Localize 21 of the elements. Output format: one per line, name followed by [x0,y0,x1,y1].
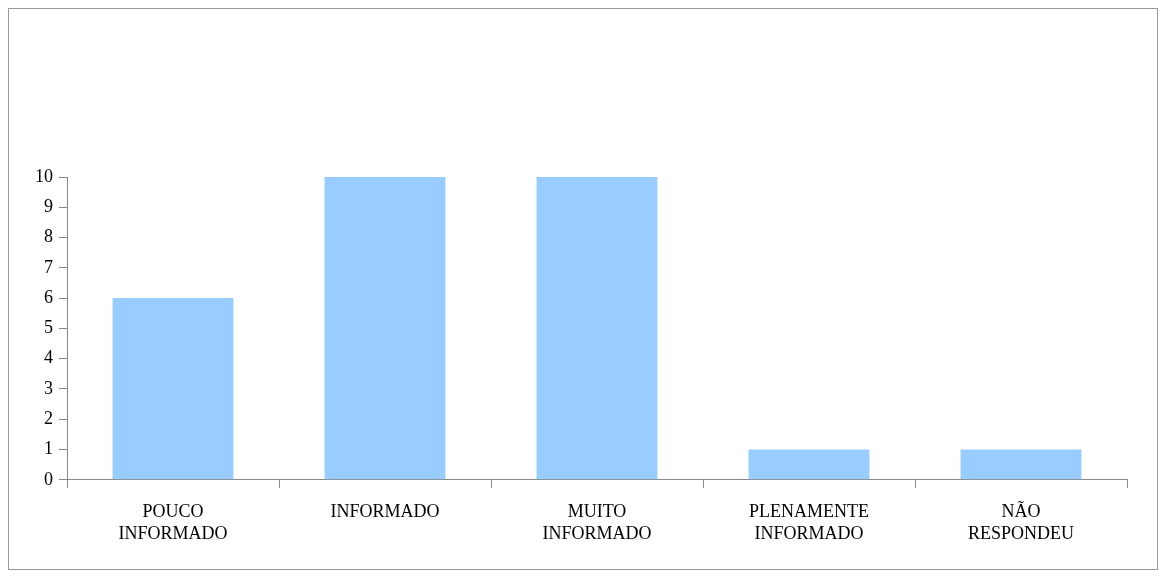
x-tick-label: POUCO INFORMADO [118,501,228,543]
y-tick-label: 7 [44,256,53,277]
x-tick-label: INFORMADO [330,501,440,522]
bar [112,298,234,480]
bar [536,177,658,480]
y-tick-label: 6 [44,286,53,307]
bar [324,177,446,480]
bar [748,449,870,480]
y-tick-label: 3 [44,377,53,398]
x-tick-label: PLENAMENTE INFORMADO [749,501,869,543]
y-tick-label: 5 [44,317,53,338]
x-tick-label: NÃO RESPONDEU [967,500,1075,543]
y-tick-label: 8 [44,226,53,247]
bar [960,449,1082,480]
y-tick-label: 4 [44,347,53,368]
y-tick-label: 1 [44,438,53,459]
y-tick-label: 10 [35,165,53,186]
y-tick-label: 0 [44,468,53,489]
y-tick-label: 2 [44,407,53,428]
y-tick-label: 9 [44,196,53,217]
x-tick-label: MUITO INFORMADO [542,501,652,543]
